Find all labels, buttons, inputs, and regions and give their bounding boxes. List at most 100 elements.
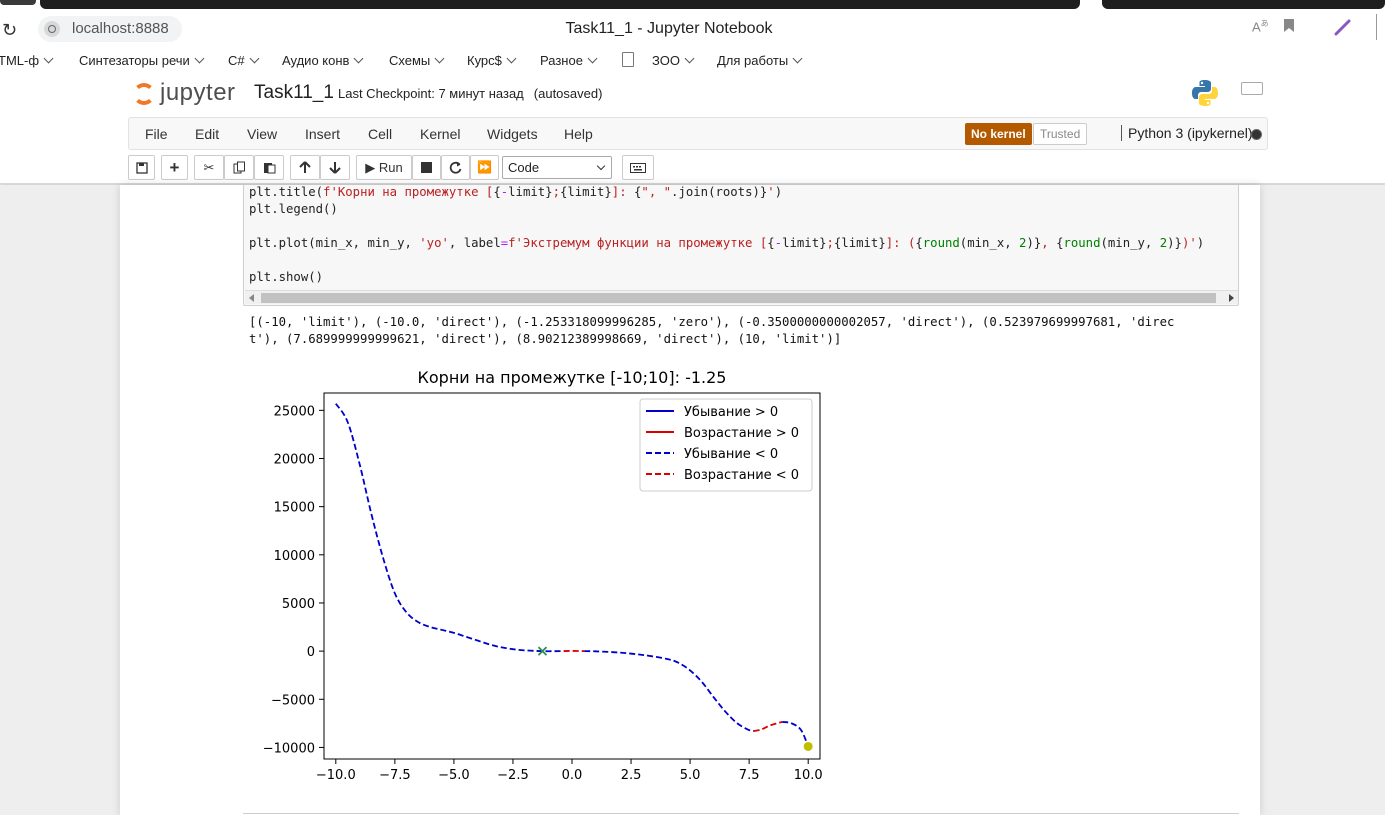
code-line: plt.show() [249,270,324,284]
x-tick-label: 0.0 [562,768,583,783]
code-line: plt.legend() [249,202,338,216]
address-bar: ↻ localhost:8888 Task11_1 - Jupyter Note… [0,10,1385,48]
scroll-right-icon[interactable] [1229,294,1234,302]
code-line: plt.plot(min_x, min_y, 'yo', label=f'Экс… [249,236,1205,250]
bookmark-folder[interactable]: C# [228,53,260,68]
checkpoint-status: Last Checkpoint: 7 минут назад (autosaved… [338,86,602,101]
paste-button[interactable] [254,155,284,180]
chevron-down-icon [43,53,54,64]
kernel-name: Python 3 (ipykernel) [1121,125,1253,141]
notebook-name[interactable]: Task11_1 [254,82,334,103]
menu-help[interactable]: Help [564,126,593,142]
chevron-down-icon [353,53,364,64]
run-label: Run [378,160,403,175]
x-tick-label: −10.0 [316,768,356,783]
bookmark-folder[interactable]: ЗОО [652,53,695,68]
cell-type-select[interactable]: Code [502,156,612,179]
document-icon[interactable] [622,52,634,67]
jupyter-logo[interactable]: jupyter [130,79,240,108]
bookmark-folder[interactable]: Для работы [717,53,803,68]
url-field[interactable]: localhost:8888 [38,16,182,42]
x-tick-label: 10.0 [794,768,823,783]
menu-edit[interactable]: Edit [195,126,220,142]
interrupt-button[interactable] [412,155,441,180]
notebook-area: plt.title(f'Корни на промежутке [{-limit… [0,185,1385,815]
x-tick-label: 7.5 [739,768,760,783]
next-cell-border [243,813,1239,815]
save-button[interactable] [128,155,155,180]
cut-button[interactable]: ✂ [194,155,224,180]
x-tick-label: 5.0 [680,768,701,783]
chevron-down-icon [587,53,598,64]
marker-root [537,646,548,656]
y-tick-label: 20000 [274,452,315,467]
logout-button[interactable] [1241,82,1263,95]
trusted-indicator[interactable]: Trusted [1033,123,1088,145]
y-tick-label: 25000 [274,404,315,419]
x-tick-label: −2.5 [497,768,529,783]
series-line-0 [335,403,564,653]
site-info-icon[interactable] [44,21,60,37]
play-icon: ▶ [365,160,376,175]
bookmark-icon[interactable] [1283,18,1295,38]
y-tick-label: 5000 [282,597,315,612]
line-chart: Корни на промежутке [-10;10]: -1.25 −10.0… [263,368,823,783]
series-line-4 [782,721,810,747]
move-down-button[interactable] [320,155,350,180]
menu-bar: File Edit View Insert Cell Kernel Widget… [128,117,1268,150]
url-text: localhost:8888 [72,20,169,37]
menu-view[interactable]: View [247,126,278,142]
kernel-status-icon [1251,129,1262,140]
bookmark-folder[interactable]: Разное [540,53,598,68]
x-tick-label: 2.5 [621,768,642,783]
scroll-left-icon[interactable] [249,294,254,302]
code-line: plt.title(f'Корни на промежутке [{-limit… [249,185,783,199]
chevron-down-icon [194,53,205,64]
bookmark-folder[interactable]: Схемы [389,53,445,68]
bookmark-folder[interactable]: Синтезаторы речи [79,53,205,68]
python-logo-icon [1190,78,1220,108]
y-tick-label: 0 [307,645,315,660]
y-tick-label: −5000 [271,693,315,708]
restart-button[interactable] [441,155,470,180]
checkpoint-text: Last Checkpoint: 7 минут назад [338,86,524,101]
menu-file[interactable]: File [145,126,168,142]
pen-extension-icon[interactable] [1334,18,1352,41]
menu-cell[interactable]: Cell [368,126,393,142]
run-button[interactable]: ▶ Run [356,155,412,180]
bookmark-folder[interactable]: Курс$ [467,53,517,68]
plot-output: Корни на промежутке [-10;10]: -1.25 −10.0… [252,365,832,797]
y-tick-label: 10000 [274,549,315,564]
tab-fragment[interactable] [0,0,36,5]
scrollbar-thumb[interactable] [261,293,1216,303]
command-palette-button[interactable] [622,155,654,180]
series-line-3 [753,721,783,732]
notebook-container: plt.title(f'Корни на промежутке [{-limit… [120,185,1260,815]
chevron-down-icon [506,53,517,64]
chart-title: Корни на промежутке [-10;10]: -1.25 [418,368,727,387]
menu-widgets[interactable]: Widgets [487,126,538,142]
chevron-down-icon [596,161,606,171]
no-kernel-indicator[interactable]: No kernel [965,123,1032,145]
translate-icon[interactable]: Aあ [1252,19,1269,35]
restart-run-all-button[interactable]: ⏩ [470,155,499,180]
horizontal-scrollbar[interactable] [245,290,1238,304]
bookmark-folder[interactable]: Аудио конв [282,53,364,68]
menu-kernel[interactable]: Kernel [420,126,461,142]
marker-extremum [803,741,813,751]
jupyter-wordmark: jupyter [160,79,236,106]
copy-button[interactable] [224,155,254,180]
toolbar-edge [1376,14,1385,40]
insert-cell-button[interactable]: + [161,155,188,180]
code-cell-input[interactable]: plt.title(f'Корни на промежутке [{-limit… [243,185,1239,306]
reload-icon[interactable]: ↻ [2,20,18,40]
bookmarks-bar: ТML-ф Синтезаторы речи C# Аудио конв Схе… [0,48,1385,74]
move-up-button[interactable] [290,155,320,180]
y-tick-label: 15000 [274,501,315,516]
x-tick-label: −7.5 [379,768,411,783]
output-text-line: t'), (7.689999999999621, 'direct'), (8.9… [249,332,842,346]
notebook-toolbar: + ✂ ▶ Run ⏩ Code [128,155,1268,181]
series-line-2 [584,650,754,732]
bookmark-folder[interactable]: ТML-ф [0,53,54,68]
menu-insert[interactable]: Insert [305,126,341,142]
